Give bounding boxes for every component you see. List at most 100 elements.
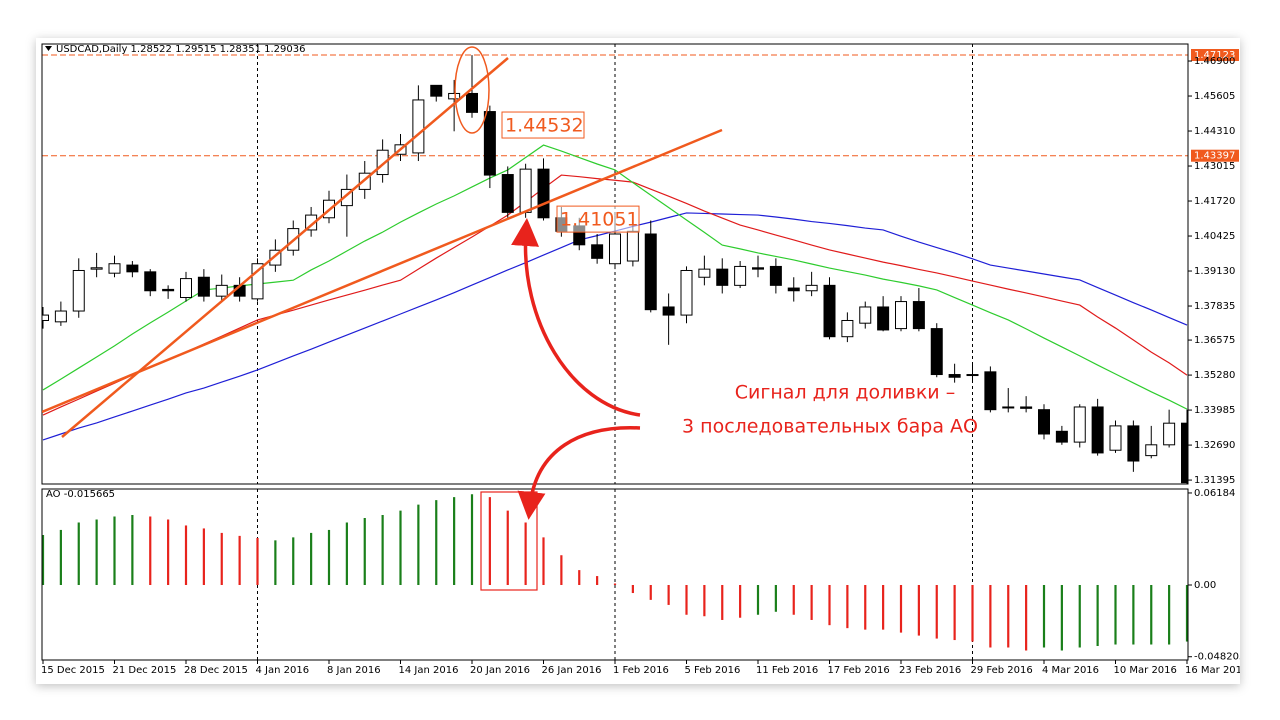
candle-body (609, 233, 621, 265)
candle-body (734, 265, 747, 286)
candle-body (466, 92, 478, 113)
candle-body (1163, 422, 1176, 446)
x-tick-label: 17 Feb 2016 (828, 665, 890, 676)
candle-body (430, 84, 443, 97)
candle-body (197, 276, 210, 297)
candle-body (895, 301, 907, 330)
ao-panel (42, 489, 1188, 660)
candle-body (90, 267, 103, 270)
moving-average (42, 174, 1188, 416)
candle-body (108, 263, 121, 274)
candle-body (752, 267, 764, 270)
x-tick-label: 15 Dec 2015 (41, 665, 105, 676)
candle-body (215, 284, 228, 297)
price-label: 1.41051 (560, 209, 639, 231)
x-tick-label: 11 Feb 2016 (756, 665, 818, 676)
x-tick-label: 4 Jan 2016 (256, 665, 310, 676)
candle-body (805, 284, 818, 292)
y-tick-label: 1.37835 (1194, 301, 1235, 312)
x-tick-label: 8 Jan 2016 (327, 665, 381, 676)
candle-body (769, 265, 782, 286)
x-tick-label: 20 Jan 2016 (470, 665, 530, 676)
candle-body (144, 271, 157, 292)
candle-body (948, 374, 961, 378)
candle-body (930, 328, 943, 376)
menu-triangle (45, 46, 52, 51)
candle-body (912, 301, 925, 330)
candle-body (984, 371, 997, 411)
y-tick-label: 1.41720 (1194, 196, 1235, 207)
y-tick-label: 1.33985 (1194, 405, 1235, 416)
highlight-box (480, 491, 538, 591)
candle-body (1145, 444, 1158, 457)
candle-body (1181, 422, 1188, 484)
arrow (511, 218, 641, 417)
candle-body (162, 288, 175, 292)
candle-body (591, 244, 604, 259)
candle-body (1073, 406, 1086, 443)
y-tick-label: 1.44310 (1194, 126, 1235, 137)
axes: 1.47123 1.43397 15 Dec 2015 21 Dec 2015 28 D… (41, 49, 1248, 676)
candle-body (1127, 425, 1140, 462)
y-tick-label: -0.048205 (1194, 652, 1245, 663)
x-tick-label: 10 Mar 2016 (1114, 665, 1177, 676)
x-tick-label: 1 Feb 2016 (613, 665, 669, 676)
candle-body (716, 268, 729, 286)
candle-body (501, 174, 514, 213)
chart-title: USDCAD,Daily 1.28522 1.29515 1.28351 1.2… (56, 44, 306, 55)
candle-body (54, 310, 67, 323)
candle-body (859, 306, 872, 324)
candle-body (42, 314, 49, 321)
x-tick-label: 16 Mar 2016 (1185, 665, 1248, 676)
y-tick-label: 1.35280 (1194, 370, 1235, 381)
ao-border (41, 488, 1189, 661)
y-tick-label: 1.43015 (1194, 161, 1235, 172)
level-label-box (1191, 49, 1239, 61)
candle-body (626, 230, 639, 262)
highlight-ellipse (454, 46, 490, 134)
arrow (517, 426, 641, 520)
candle-body (340, 188, 353, 207)
level-label: 1.47123 (1194, 50, 1235, 61)
y-tick-label: 1.36575 (1194, 335, 1235, 346)
candle-body (180, 278, 192, 299)
annotation: Сигнал для доливки – (735, 382, 955, 404)
annotation: 3 последовательных бара АО (682, 416, 978, 438)
x-tick-label: 4 Mar 2016 (1042, 665, 1099, 676)
level-label-box (1191, 149, 1239, 162)
y-tick-label: 1.32690 (1194, 440, 1235, 451)
candle-body (698, 268, 711, 278)
y-tick-label: 0.06184 (1194, 488, 1235, 499)
y-tick-label: 1.40425 (1194, 231, 1235, 242)
x-tick-label: 26 Jan 2016 (542, 665, 602, 676)
candle-body (376, 149, 389, 176)
x-tick-label: 28 Dec 2015 (184, 665, 248, 676)
x-tick-label: 5 Feb 2016 (685, 665, 741, 676)
candle-body (966, 374, 979, 377)
candle-body (877, 306, 890, 331)
y-tick-label: 1.31395 (1194, 475, 1235, 486)
candle-body (1091, 406, 1104, 454)
y-tick-label: 1.46900 (1194, 56, 1235, 67)
trend-line (42, 128, 723, 414)
price-border (41, 43, 1189, 485)
candle-body (1002, 406, 1015, 409)
candle-body (787, 287, 800, 292)
price-label-box (556, 205, 640, 233)
candle-body (251, 263, 264, 300)
x-tick-label: 21 Dec 2015 (113, 665, 177, 676)
candle-body (823, 284, 836, 338)
y-tick-label: 1.45605 (1194, 91, 1235, 102)
price-label: 1.44532 (505, 115, 584, 137)
y-tick-label: 1.39130 (1194, 266, 1235, 277)
x-tick-label: 23 Feb 2016 (899, 665, 961, 676)
candle-body (1038, 409, 1050, 435)
frame (36, 38, 1240, 684)
candle-body (680, 269, 693, 316)
candle-body (412, 99, 425, 154)
candle-body (126, 264, 139, 273)
candle-body (72, 269, 85, 312)
candle-body (519, 168, 532, 213)
x-tick-label: 14 Jan 2016 (399, 665, 459, 676)
